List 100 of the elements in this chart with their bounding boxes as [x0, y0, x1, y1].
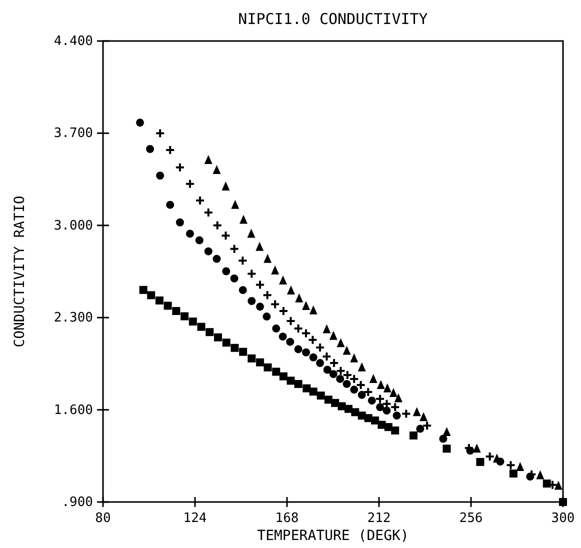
y-tick-label: 4.400: [54, 34, 93, 49]
point: [155, 128, 166, 138]
point: [315, 342, 326, 352]
point: [401, 408, 412, 419]
point: [383, 383, 392, 392]
point: [342, 346, 351, 355]
point: [286, 316, 296, 326]
point: [238, 256, 248, 266]
point: [206, 328, 214, 336]
point: [279, 372, 288, 380]
point: [264, 363, 272, 372]
point: [139, 286, 148, 294]
point: [255, 280, 266, 290]
point: [195, 236, 204, 244]
point: [422, 420, 432, 431]
point: [472, 444, 481, 453]
point: [331, 398, 340, 407]
point: [363, 387, 374, 398]
point: [212, 220, 222, 230]
point: [412, 407, 421, 416]
point: [476, 458, 484, 466]
point: [186, 230, 194, 238]
point: [484, 452, 495, 462]
point: [180, 312, 189, 320]
point: [350, 353, 358, 362]
point: [270, 299, 280, 310]
point: [390, 402, 400, 412]
point: [256, 358, 264, 366]
point: [246, 268, 257, 279]
point: [166, 200, 174, 209]
point: [222, 338, 230, 347]
point: [279, 275, 288, 284]
point: [212, 254, 221, 263]
point: [302, 384, 311, 392]
point: [302, 301, 310, 310]
point: [350, 386, 358, 394]
point: [358, 390, 366, 399]
point: [309, 305, 318, 314]
point: [174, 162, 185, 172]
point: [272, 368, 280, 376]
point: [286, 285, 295, 294]
point: [136, 118, 144, 127]
point: [203, 207, 214, 218]
point: [184, 178, 195, 189]
point: [278, 332, 287, 341]
x-tick-label: 256: [459, 511, 483, 526]
point: [272, 324, 280, 333]
point: [238, 286, 247, 294]
point: [286, 338, 294, 346]
point: [309, 353, 318, 362]
point: [197, 322, 206, 331]
point: [322, 351, 332, 362]
point: [392, 412, 401, 420]
point: [394, 393, 402, 402]
x-tick-label: 80: [95, 511, 111, 526]
point: [204, 247, 212, 256]
point: [195, 196, 206, 206]
point: [256, 302, 264, 311]
point: [309, 388, 318, 396]
point: [329, 358, 340, 368]
point: [147, 291, 156, 300]
point: [439, 434, 448, 443]
chart-title: NIPCI1.0 CONDUCTIVITY: [238, 10, 428, 28]
point: [509, 470, 518, 478]
point: [391, 426, 400, 434]
point: [336, 338, 345, 348]
point: [222, 267, 230, 276]
point: [231, 200, 240, 209]
point: [536, 470, 544, 480]
point: [214, 333, 222, 342]
point: [212, 164, 221, 174]
y-tick-label: 3.000: [54, 218, 93, 234]
point: [378, 420, 386, 429]
x-tick-label: 168: [275, 511, 299, 526]
point: [420, 412, 428, 422]
point: [371, 416, 380, 424]
y-tick-label: .900: [62, 495, 93, 510]
point: [389, 388, 398, 397]
point: [322, 324, 331, 334]
point: [329, 330, 338, 340]
point: [559, 498, 567, 506]
point: [146, 145, 154, 154]
point: [302, 348, 310, 356]
point: [316, 359, 324, 368]
point: [247, 228, 256, 238]
point: [294, 380, 302, 388]
point: [230, 344, 239, 352]
point: [172, 307, 180, 316]
point: [264, 254, 272, 263]
point: [155, 296, 164, 304]
point: [230, 274, 238, 282]
point: [240, 214, 248, 224]
point: [294, 345, 302, 354]
point: [554, 480, 562, 490]
y-tick-label: 2.300: [54, 310, 93, 326]
point: [342, 380, 351, 388]
point: [295, 293, 304, 302]
point: [368, 396, 376, 405]
point: [442, 427, 451, 436]
point: [351, 408, 360, 416]
